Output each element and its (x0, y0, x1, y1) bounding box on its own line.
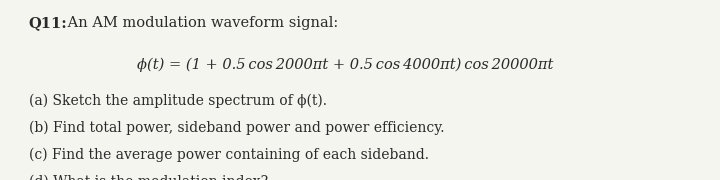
Text: (a) Sketch the amplitude spectrum of ϕ(t).: (a) Sketch the amplitude spectrum of ϕ(t… (29, 94, 327, 108)
Text: (b) Find total power, sideband power and power efficiency.: (b) Find total power, sideband power and… (29, 121, 444, 135)
Text: Q11:: Q11: (29, 16, 68, 30)
Text: (d) What is the modulation index?: (d) What is the modulation index? (29, 175, 268, 180)
Text: ϕ(t) = (1 + 0.5 cos 2000πt + 0.5 cos 4000πt) cos 20000πt: ϕ(t) = (1 + 0.5 cos 2000πt + 0.5 cos 400… (138, 58, 554, 72)
Text: (c) Find the average power containing of each sideband.: (c) Find the average power containing of… (29, 148, 429, 162)
Text: An AM modulation waveform signal:: An AM modulation waveform signal: (63, 16, 338, 30)
